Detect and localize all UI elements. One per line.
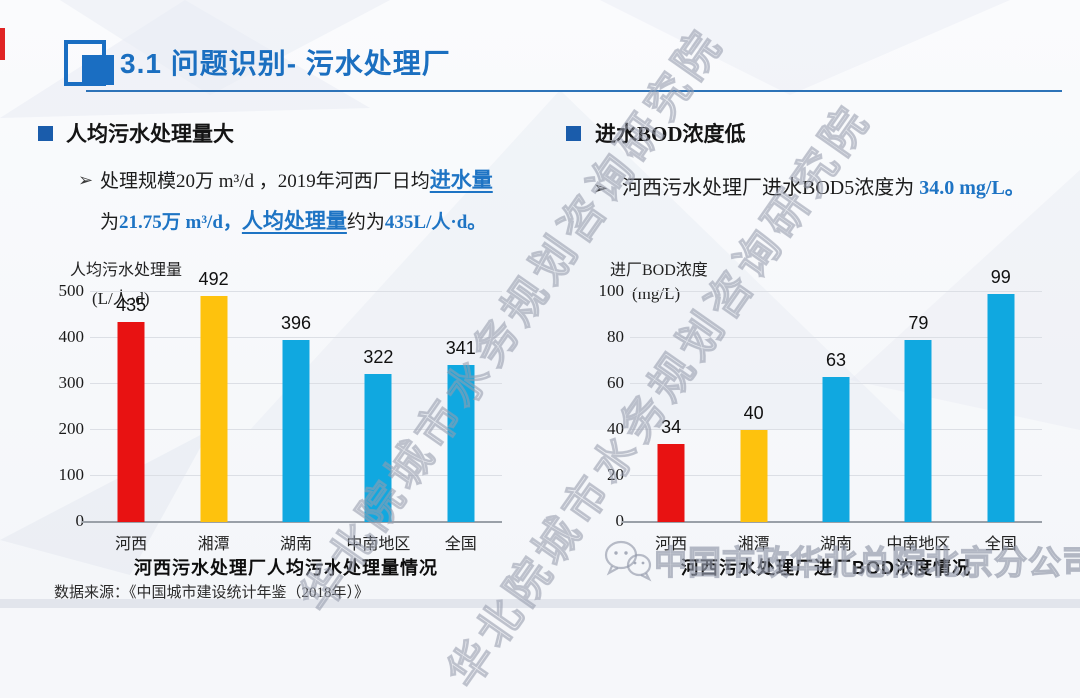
y-tick-label: 60 [607, 373, 624, 392]
bar-value-label: 492 [198, 268, 229, 289]
right-bullet-paragraph: 河西污水处理厂进水BOD5浓度为 34.0 mg/L。 [622, 168, 1062, 208]
y-axis-unit: (L/人·d) [92, 289, 150, 308]
bar-value-label: 396 [280, 312, 312, 333]
y-tick-label: 0 [75, 511, 85, 530]
y-tick-label: 500 [58, 281, 85, 300]
bar-slot: 435 河西 [90, 292, 172, 553]
bar-slot: 322 中南地区 [337, 292, 419, 553]
bar-slot: 79 中南地区 [877, 292, 959, 553]
bar-全国 [447, 365, 475, 522]
bar-slot: 396 湖南 [255, 292, 337, 553]
bar-slot: 40 湘潭 [712, 292, 794, 553]
text-segment: 人均处理量 [241, 210, 347, 233]
bar-中南地区 [904, 340, 932, 522]
x-axis-category-label: 河西 [655, 536, 688, 553]
bar-value-label: 40 [743, 403, 764, 423]
y-tick-label: 20 [607, 465, 624, 484]
y-tick-label: 40 [607, 419, 624, 438]
text-segment: 处理规模20万 m³/d ，2019年河西厂日均 [100, 171, 430, 192]
text-segment: 34.0 mg/L。 [919, 177, 1025, 199]
x-axis-category-label: 湖南 [819, 536, 852, 553]
y-axis-unit: (mg/L) [632, 284, 681, 303]
bar-湖南 [282, 339, 310, 522]
text-segment: 21.75万 m³/d， [119, 212, 242, 233]
bar-slot: 99 全国 [960, 267, 1042, 553]
x-axis-category-label: 湘潭 [737, 536, 770, 553]
bar-value-label: 99 [990, 267, 1011, 288]
x-axis-category-label: 中南地区 [886, 536, 951, 553]
x-axis-category-label: 全国 [444, 536, 477, 553]
title-underline [86, 90, 1062, 92]
right-bullet-line1: 河西污水处理厂进水BOD5浓度为 34.0 mg/L。 [622, 168, 1062, 208]
bullet-square-icon [566, 126, 581, 141]
left-bullet-line2: 为21.75万 m³/d，人均处理量约为435L/人·d。 [100, 202, 550, 243]
red-edge-mark [0, 28, 5, 60]
y-axis-label: 进厂BOD浓度 [610, 262, 708, 279]
gridline [630, 291, 1042, 292]
gridline [90, 291, 502, 292]
arrow-bullet-icon: ➢ [78, 170, 94, 190]
bullet-square-icon [38, 126, 53, 141]
bar-河西 [117, 321, 145, 522]
bottom-band [0, 599, 1080, 608]
y-tick-label: 100 [58, 465, 85, 484]
left-bullet-paragraph: 处理规模20万 m³/d ，2019年河西厂日均进水量 为21.75万 m³/d… [100, 161, 550, 243]
section-heading-right: 进水BOD浓度低 [595, 122, 746, 146]
y-axis-label: 人均污水处理量 [70, 262, 183, 279]
chart-per-capita-treatment: 人均污水处理量 (L/人·d) 0 100 200 300 400 500 435 河西 49… [40, 248, 532, 590]
background-pattern [0, 0, 1080, 608]
bar-slot: 63 湖南 [795, 292, 877, 553]
bar-value-label: 34 [661, 416, 682, 437]
y-tick-label: 80 [607, 327, 624, 346]
title-block-icon [64, 40, 114, 86]
bar-value-label: 341 [445, 338, 476, 359]
text-segment: 进水量 [429, 169, 493, 192]
y-tick-label: 200 [58, 419, 85, 438]
bar-value-label: 63 [825, 350, 846, 371]
bar-中南地区 [364, 373, 392, 522]
text-segment: 约为 [346, 212, 385, 233]
text-segment: 河西污水处理厂进水BOD5浓度为 [622, 177, 920, 199]
x-axis-category-label: 河西 [115, 536, 148, 553]
chart-influent-bod: 进厂BOD浓度 (mg/L) 0 20 40 60 80 100 34 河西 40 湘潭 63 湖南… [580, 248, 1072, 590]
bar-value-label: 435 [116, 294, 147, 315]
bar-value-label: 79 [908, 313, 929, 334]
x-axis-line [622, 521, 1042, 523]
bar-河西 [657, 443, 685, 522]
bar-湘潭 [740, 430, 768, 522]
gridline [90, 337, 502, 338]
text-segment: 为 [100, 212, 120, 233]
chart-title: 河西污水处理厂进厂BOD浓度情况 [681, 558, 971, 578]
left-bullet-line1: 处理规模20万 m³/d ，2019年河西厂日均进水量 [100, 161, 550, 202]
bar-湘潭 [200, 295, 228, 522]
y-tick-label: 0 [615, 511, 625, 530]
y-tick-label: 400 [58, 327, 85, 346]
page-title: 3.1 问题识别- 污水处理厂 [120, 48, 451, 79]
x-axis-category-label: 湖南 [279, 536, 312, 553]
bar-slot: 492 湘潭 [172, 269, 254, 553]
x-axis-category-label: 全国 [984, 536, 1017, 553]
y-tick-label: 300 [58, 373, 85, 392]
section-heading-left: 人均污水处理量大 [66, 123, 234, 146]
x-axis-line [82, 521, 502, 523]
bar-全国 [987, 294, 1015, 522]
bar-slot: 34 河西 [630, 292, 712, 553]
bar-value-label: 322 [363, 346, 394, 367]
plot-area: 34 河西 40 湘潭 63 湖南 79 中南地区 99 全国 [622, 267, 1042, 553]
gridline [630, 337, 1042, 338]
x-axis-category-label: 中南地区 [346, 536, 411, 553]
y-tick-label: 100 [598, 281, 625, 300]
bar-slot: 341 全国 [420, 292, 502, 553]
text-segment: 435L/人·d。 [384, 212, 487, 233]
arrow-bullet-icon: ➢ [593, 178, 609, 198]
plot-area: 435 河西 492 湘潭 396 湖南 322 中南地区 341 全国 [82, 269, 502, 553]
title-icon-filled-square [82, 55, 114, 85]
data-source-note: 数据来源：《中国城市建设统计年鉴（2018年）》 [54, 585, 370, 601]
chart-title: 河西污水处理厂人均污水处理量情况 [134, 558, 438, 578]
x-axis-category-label: 湘潭 [197, 536, 230, 553]
bar-湖南 [822, 377, 850, 522]
